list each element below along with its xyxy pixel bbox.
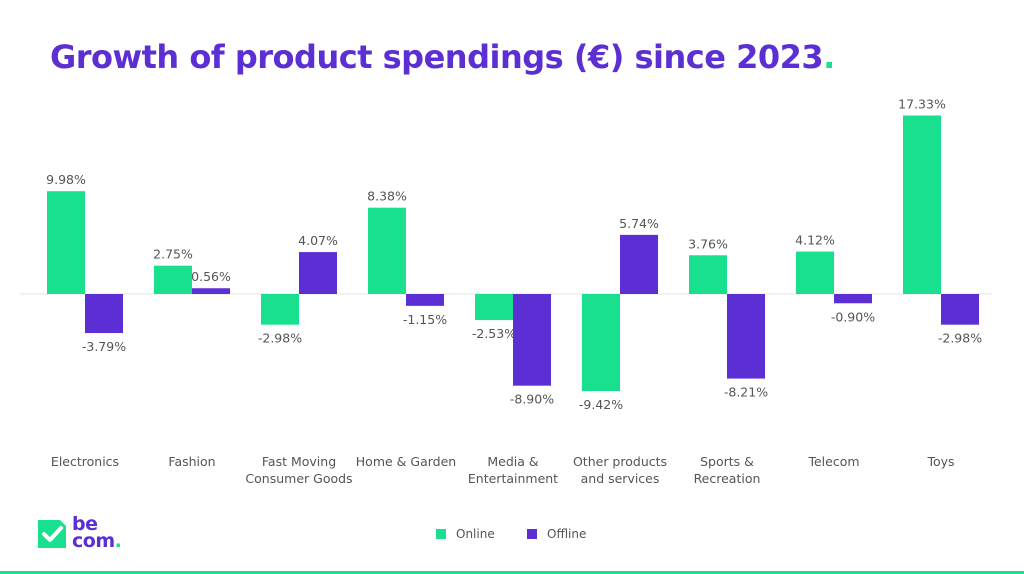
data-label-offline: -0.90% [831, 309, 875, 324]
bar-offline [299, 252, 337, 294]
bar-offline [85, 294, 123, 334]
category-label: Fast Moving Consumer Goods [245, 454, 352, 486]
data-label-online: 4.12% [795, 233, 835, 248]
bar-online [689, 255, 727, 294]
bar-online [796, 251, 834, 294]
bar-online [582, 294, 620, 392]
legend-item-offline: Offline [527, 527, 586, 541]
data-label-online: 8.38% [367, 189, 407, 204]
bar-offline [941, 294, 979, 325]
data-label-offline: -8.90% [510, 392, 554, 407]
data-label-online: -2.98% [258, 331, 302, 346]
category-label: Telecom [807, 454, 859, 469]
legend-label-offline: Offline [547, 527, 587, 541]
category-label: Sports & Recreation [694, 454, 761, 486]
data-label-offline: 5.74% [619, 216, 659, 231]
category-label: Toys [926, 454, 954, 469]
category-label: Electronics [51, 454, 119, 469]
data-label-online: 2.75% [153, 247, 193, 262]
bottom-accent-bar [0, 571, 1024, 574]
legend-item-online: Online [436, 527, 495, 541]
category-label-line: Toys [926, 454, 954, 469]
bar-online [368, 207, 406, 294]
legend-swatch-online [436, 529, 446, 539]
category-label-line: Fashion [168, 454, 215, 469]
chart-title: Growth of product spendings (€) since 20… [50, 38, 835, 76]
bar-offline [513, 294, 551, 386]
category-label: Home & Garden [356, 454, 456, 469]
bar-offline [406, 294, 444, 306]
bar-chart: 9.98% -3.79% Electronics 2.75% 0.56% Fashion -… [20, 97, 992, 486]
data-label-online: -9.42% [579, 397, 623, 412]
bar-offline [834, 294, 872, 304]
category-label-line: Telecom [807, 454, 859, 469]
data-label-offline: -1.15% [403, 312, 447, 327]
data-label-offline: -8.21% [724, 385, 768, 400]
category-label-line: Fast Moving [262, 454, 336, 469]
category-label-line: and services [581, 471, 660, 486]
bar-online [475, 294, 513, 321]
category-label-line: Other products [573, 454, 667, 469]
data-label-offline: 0.56% [191, 269, 231, 284]
category-label-line: Sports & [700, 454, 754, 469]
category-label: Fashion [168, 454, 215, 469]
bar-online [154, 265, 192, 294]
data-label-offline: -2.98% [938, 331, 982, 346]
logo-wordmark: be com. [72, 513, 122, 552]
bar-offline [192, 288, 230, 294]
data-label-online: 3.76% [688, 236, 728, 251]
category-label-line: Electronics [51, 454, 119, 469]
data-label-online: 9.98% [46, 172, 86, 187]
legend-swatch-offline [527, 529, 537, 539]
legend: Online Offline [0, 527, 1024, 547]
category-label-line: Media & [487, 454, 539, 469]
bar-offline [727, 294, 765, 379]
category-label-line: Home & Garden [356, 454, 456, 469]
becom-logo: be com. [36, 513, 146, 557]
data-label-offline: 4.07% [298, 233, 338, 248]
bar-offline [620, 234, 658, 294]
checkmark-logo-icon [38, 520, 66, 548]
category-label: Other products and services [573, 454, 667, 486]
legend-label-online: Online [456, 527, 495, 541]
category-label-line: Entertainment [468, 471, 558, 486]
bar-online [261, 294, 299, 325]
category-label-line: Consumer Goods [245, 471, 352, 486]
category-label: Media & Entertainment [468, 454, 558, 486]
data-label-online: 17.33% [898, 97, 946, 112]
bar-online [47, 191, 85, 294]
data-label-offline: -3.79% [82, 339, 126, 354]
category-label-line: Recreation [694, 471, 761, 486]
data-label-online: -2.53% [472, 326, 516, 341]
bar-online [903, 115, 941, 294]
